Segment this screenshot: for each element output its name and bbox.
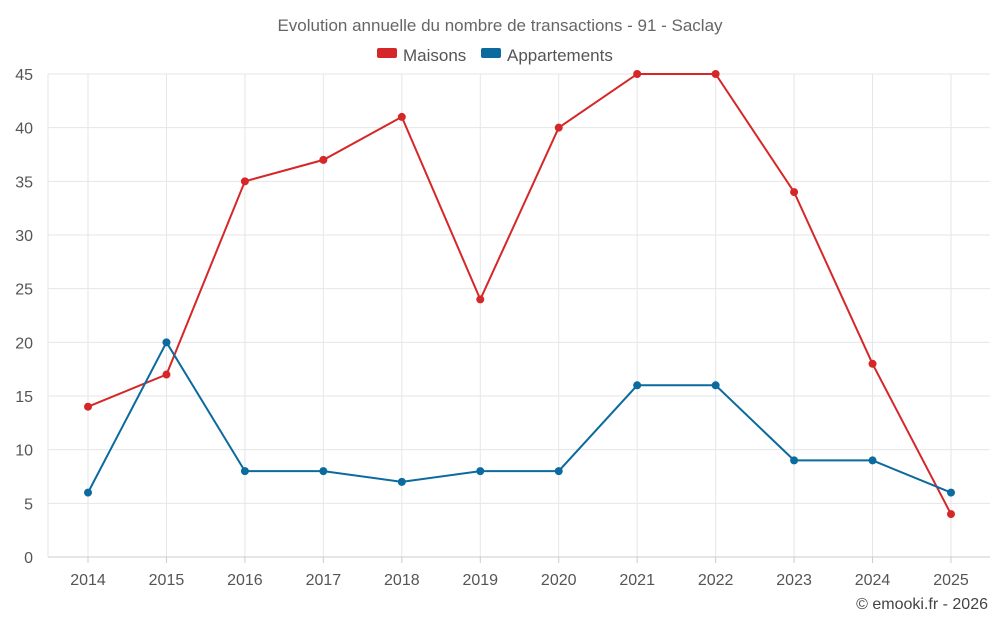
x-tick-label: 2019: [462, 572, 498, 589]
data-point-appartements-2024[interactable]: [868, 456, 877, 465]
data-point-maisons-2024[interactable]: [868, 359, 877, 368]
data-point-appartements-2017[interactable]: [319, 467, 328, 476]
y-tick-label: 40: [15, 121, 33, 138]
y-tick-label: 5: [24, 496, 33, 513]
data-point-appartements-2015[interactable]: [162, 338, 171, 347]
data-point-maisons-2017[interactable]: [319, 155, 328, 164]
y-tick-label: 20: [15, 335, 33, 352]
x-tick-label: 2016: [227, 572, 263, 589]
data-point-appartements-2016[interactable]: [240, 467, 249, 476]
x-tick-label: 2025: [933, 572, 969, 589]
chart-title: Evolution annuelle du nombre de transact…: [277, 16, 723, 35]
data-point-appartements-2018[interactable]: [397, 477, 406, 486]
x-tick-label: 2021: [619, 572, 655, 589]
data-point-appartements-2023[interactable]: [790, 456, 799, 465]
legend: Maisons Appartements: [377, 46, 613, 65]
legend-label-maisons[interactable]: Maisons: [403, 46, 466, 65]
x-tick-label: 2018: [384, 572, 420, 589]
data-point-maisons-2015[interactable]: [162, 370, 171, 379]
data-point-appartements-2019[interactable]: [476, 467, 485, 476]
y-tick-label: 30: [15, 228, 33, 245]
x-tick-label: 2014: [70, 572, 106, 589]
y-tick-label: 0: [24, 550, 33, 567]
data-point-appartements-2025[interactable]: [947, 488, 955, 497]
grid: [47, 73, 990, 557]
data-point-maisons-2023[interactable]: [790, 188, 799, 197]
legend-label-appartements[interactable]: Appartements: [507, 46, 613, 65]
x-tick-label: 2017: [306, 572, 342, 589]
credit-text: © emooki.fr - 2026: [856, 596, 988, 613]
y-tick-label: 35: [15, 174, 33, 191]
y-tick-label: 45: [15, 67, 33, 84]
series-line-maisons: [87, 73, 952, 515]
data-point-appartements-2021[interactable]: [633, 381, 642, 390]
data-point-maisons-2016[interactable]: [240, 177, 249, 186]
x-tick-label: 2024: [855, 572, 891, 589]
data-point-maisons-2014[interactable]: [84, 402, 92, 411]
data-point-maisons-2025[interactable]: [947, 510, 955, 519]
x-tick-label: 2023: [776, 572, 812, 589]
x-tick-label: 2020: [541, 572, 577, 589]
series-layer: [84, 70, 955, 519]
x-tick-label: 2015: [149, 572, 185, 589]
data-point-maisons-2022[interactable]: [711, 70, 720, 78]
series-line-appartements: [87, 340, 952, 494]
y-tick-label: 10: [15, 443, 33, 460]
y-tick-label: 25: [15, 282, 33, 299]
data-point-maisons-2018[interactable]: [397, 112, 406, 121]
data-point-maisons-2020[interactable]: [554, 123, 563, 132]
y-tick-label: 15: [15, 389, 33, 406]
data-point-appartements-2014[interactable]: [84, 488, 92, 497]
x-tick-label: 2022: [698, 572, 734, 589]
legend-swatch-appartements: [481, 48, 501, 58]
data-point-appartements-2020[interactable]: [554, 467, 563, 476]
legend-swatch-maisons: [377, 48, 397, 58]
data-point-appartements-2022[interactable]: [711, 381, 720, 390]
data-point-maisons-2019[interactable]: [476, 295, 485, 304]
data-point-maisons-2021[interactable]: [633, 70, 642, 78]
